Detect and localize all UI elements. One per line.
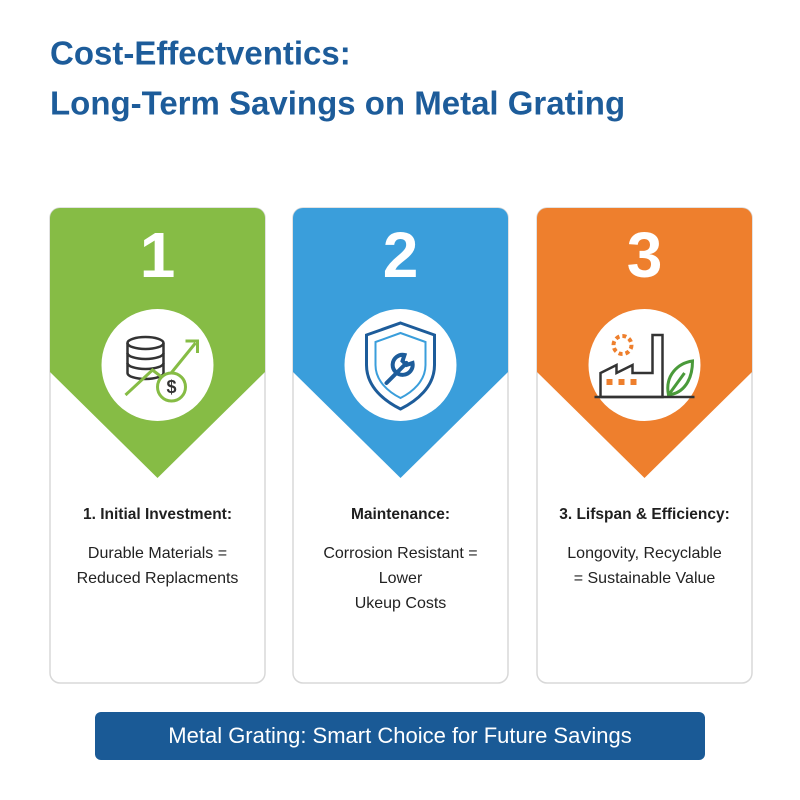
- card-body: Lower: [379, 570, 423, 587]
- icon-circle: [101, 309, 214, 421]
- card-heading: 3. Lifspan & Efficiency:: [559, 506, 730, 523]
- card-body: = Sustainable Value: [574, 570, 716, 587]
- card-body: Reduced Replacments: [77, 570, 239, 587]
- svg-text:$: $: [166, 377, 176, 397]
- icon-circle: [344, 309, 457, 421]
- card: 3 3. Lifspan & Efficiency: Longovity, Rec…: [536, 207, 753, 684]
- card-number: 1: [140, 219, 176, 291]
- title-line: Cost-Effectventics:: [50, 35, 351, 72]
- footer-banner: [95, 712, 705, 760]
- card-number: 3: [627, 219, 663, 291]
- card-heading: 1. Initial Investment:: [83, 506, 232, 523]
- icon: [594, 333, 695, 399]
- card-number: 2: [383, 219, 419, 291]
- card-body: Longovity, Recyclable: [567, 545, 722, 562]
- title-line: Long-Term Savings on Metal Grating: [50, 85, 625, 122]
- card: 1 $1. Initial Investment: Durable Materia…: [49, 207, 266, 684]
- card-heading: Maintenance:: [351, 506, 450, 523]
- icon: $: [124, 335, 199, 403]
- icon: [365, 321, 436, 411]
- card-body: Durable Materials =: [88, 545, 227, 562]
- card-body: Corrosion Resistant =: [323, 545, 477, 562]
- footer-text: Metal Grating: Smart Choice for Future S…: [168, 723, 631, 748]
- card-body: Ukeup Costs: [355, 595, 447, 612]
- card: 2 Maintenance: Corrosion Resistant = Lower…: [292, 207, 509, 684]
